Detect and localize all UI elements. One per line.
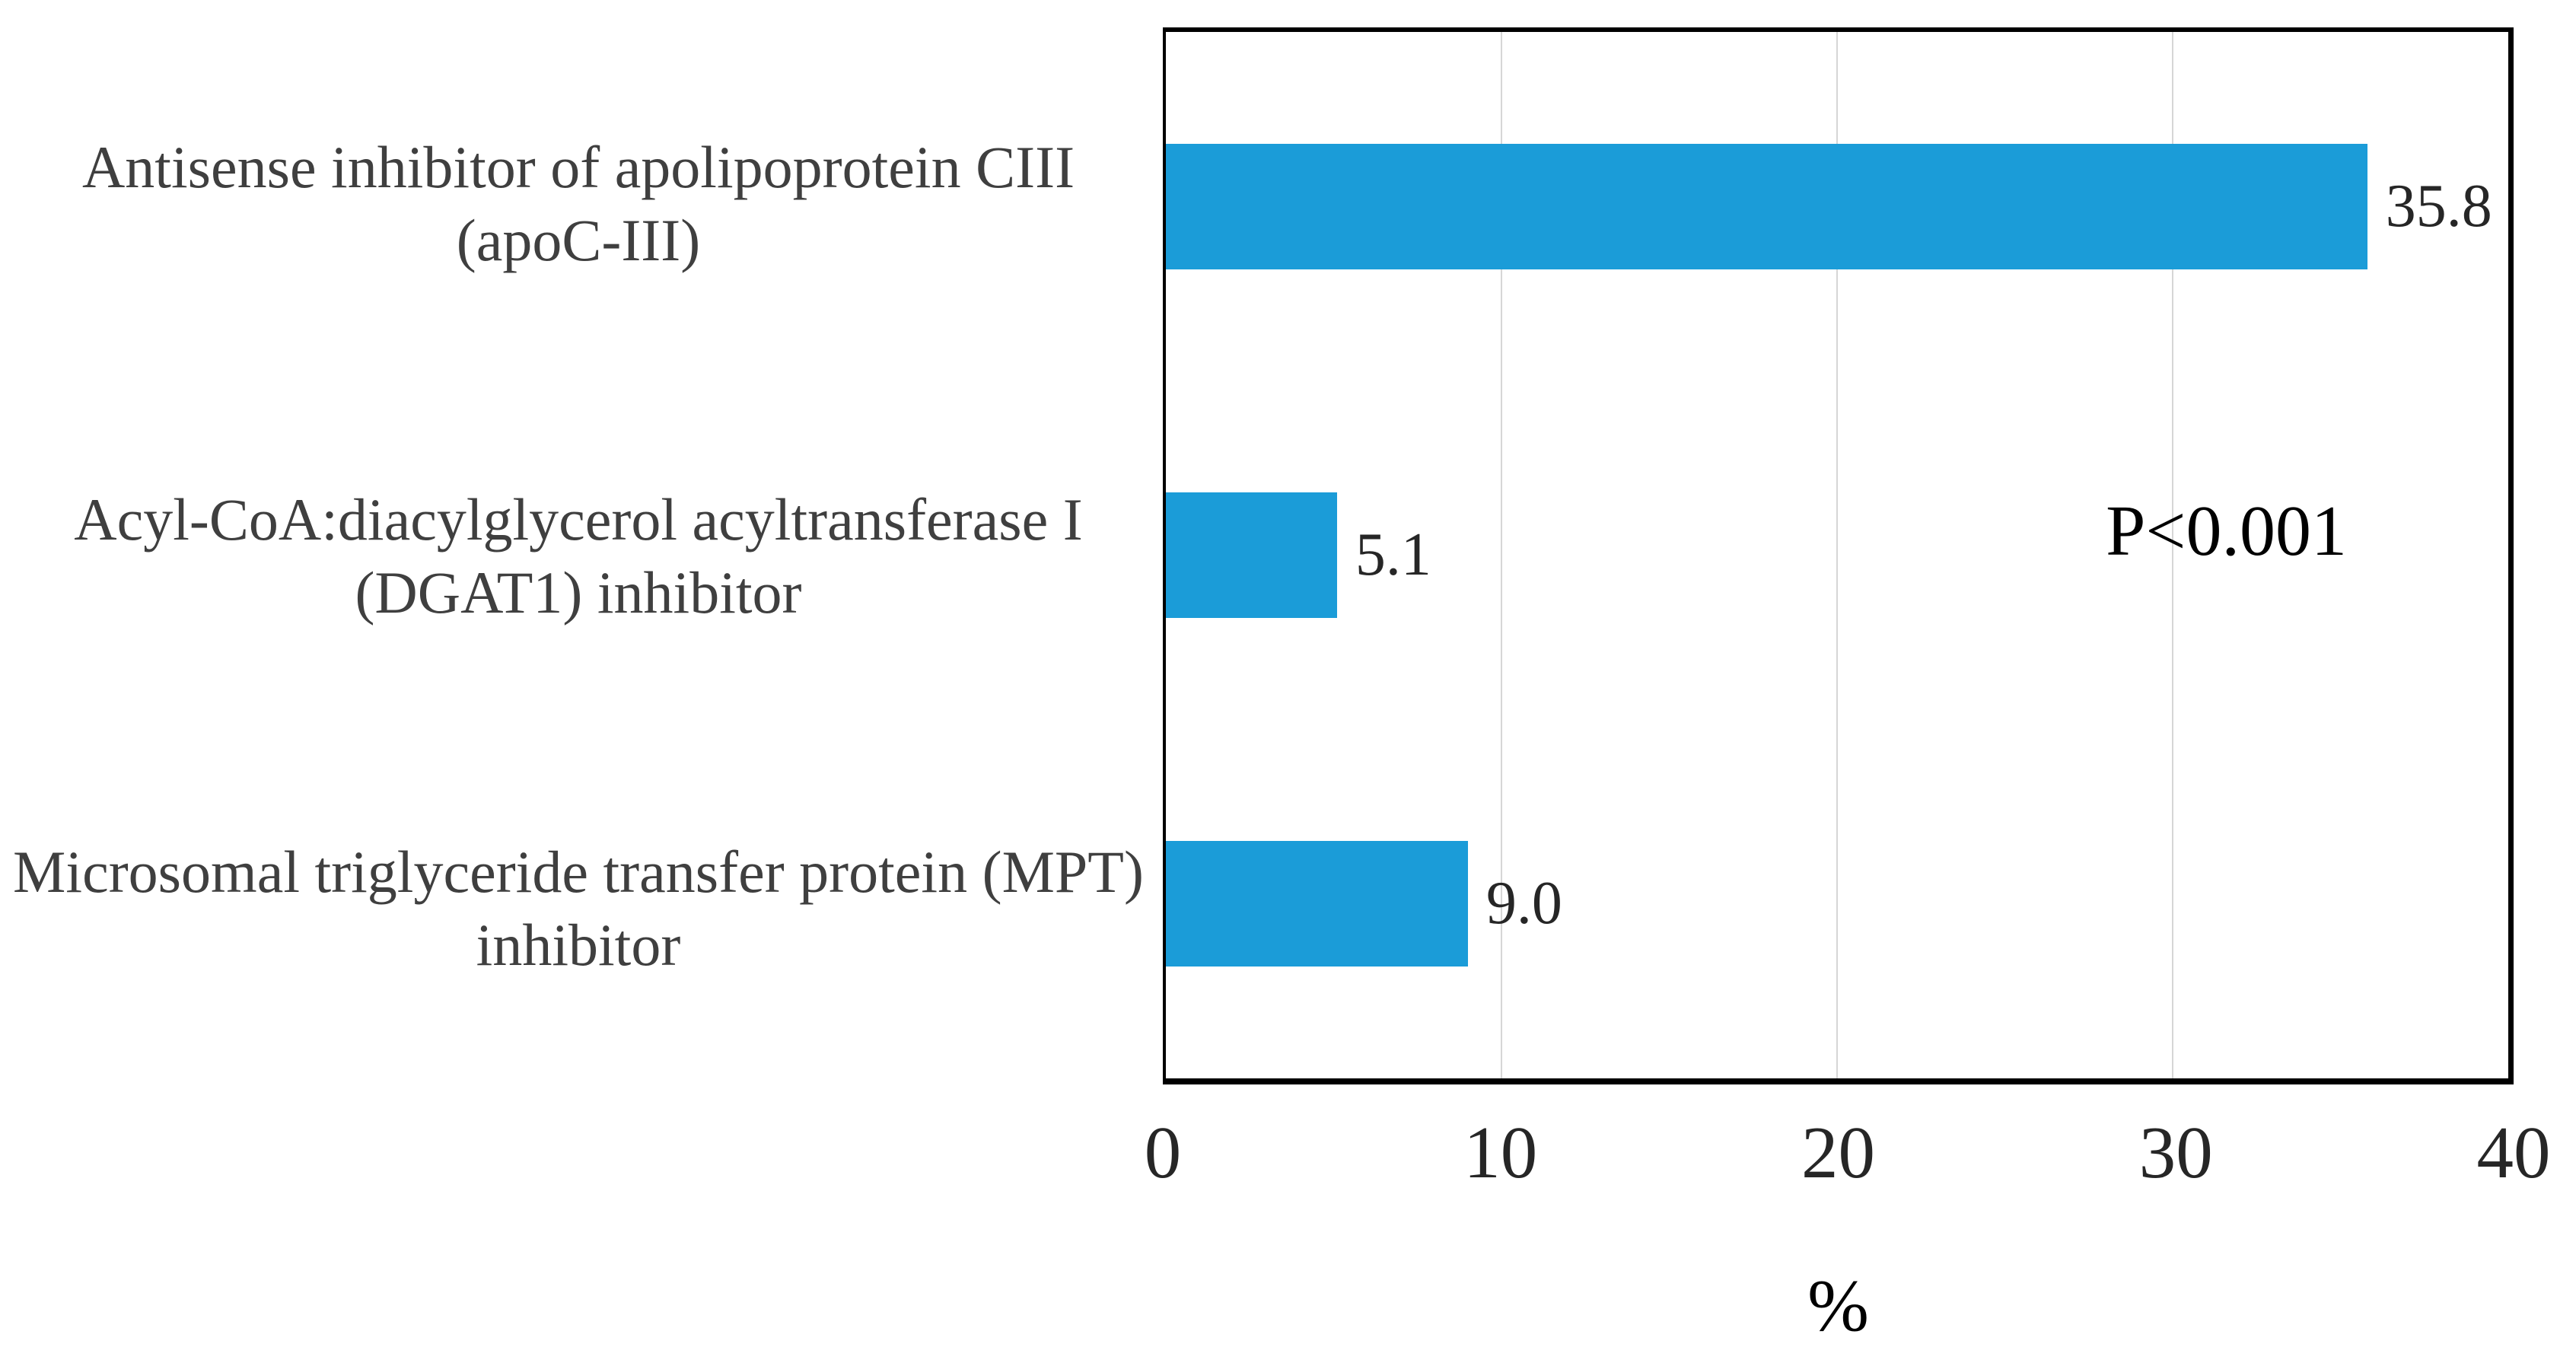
bar-value-label: 5.1 <box>1355 521 1431 588</box>
gridline <box>2172 32 2173 1078</box>
bar-value-label: 35.8 <box>2385 172 2492 240</box>
x-tick-label: 10 <box>1463 1112 1538 1193</box>
gridline <box>1501 32 1502 1078</box>
category-label-line: Acyl-CoA:diacylglycerol acyltransferase … <box>74 486 1083 553</box>
x-tick-label: 20 <box>1801 1112 1875 1193</box>
category-label-line: (apoC-III) <box>456 206 701 273</box>
category-label-line: (DGAT1) inhibitor <box>355 559 802 626</box>
bar-value-label: 9.0 <box>1485 870 1562 938</box>
x-tick-label: 40 <box>2476 1112 2551 1193</box>
y-axis-category-labels: Antisense inhibitor of apolipoprotein CI… <box>8 27 1149 1084</box>
category-label-line: Microsomal triglyceride transfer protein… <box>13 839 1144 906</box>
x-axis-tick-labels: 0 10 20 30 40 <box>1145 1112 2551 1204</box>
plot-area: 35.8 5.1 9.0 P<0.001 <box>1163 27 2514 1084</box>
category-label-mpt: Microsomal triglyceride transfer protein… <box>8 732 1149 1084</box>
category-label-dgat1: Acyl-CoA:diacylglycerol acyltransferase … <box>8 380 1149 732</box>
bar <box>1166 143 2367 269</box>
x-tick-label: 0 <box>1144 1112 1182 1193</box>
bar-rows: 35.8 5.1 9.0 <box>1166 32 2508 1078</box>
x-tick-label: 30 <box>2138 1112 2213 1193</box>
p-value-annotation: P<0.001 <box>2106 491 2347 571</box>
x-axis-title: % <box>1807 1265 1869 1346</box>
bar-row: 5.1 <box>1166 381 2508 729</box>
gridline <box>1836 32 1838 1078</box>
bar <box>1166 841 1468 967</box>
bar-row: 9.0 <box>1166 730 2508 1078</box>
category-label-line: inhibitor <box>476 911 681 978</box>
bar <box>1166 492 1337 618</box>
category-label-line: Antisense inhibitor of apolipoprotein CI… <box>81 134 1075 201</box>
bar-row: 35.8 <box>1166 32 2508 381</box>
category-label-apoc3: Antisense inhibitor of apolipoprotein CI… <box>8 27 1149 380</box>
